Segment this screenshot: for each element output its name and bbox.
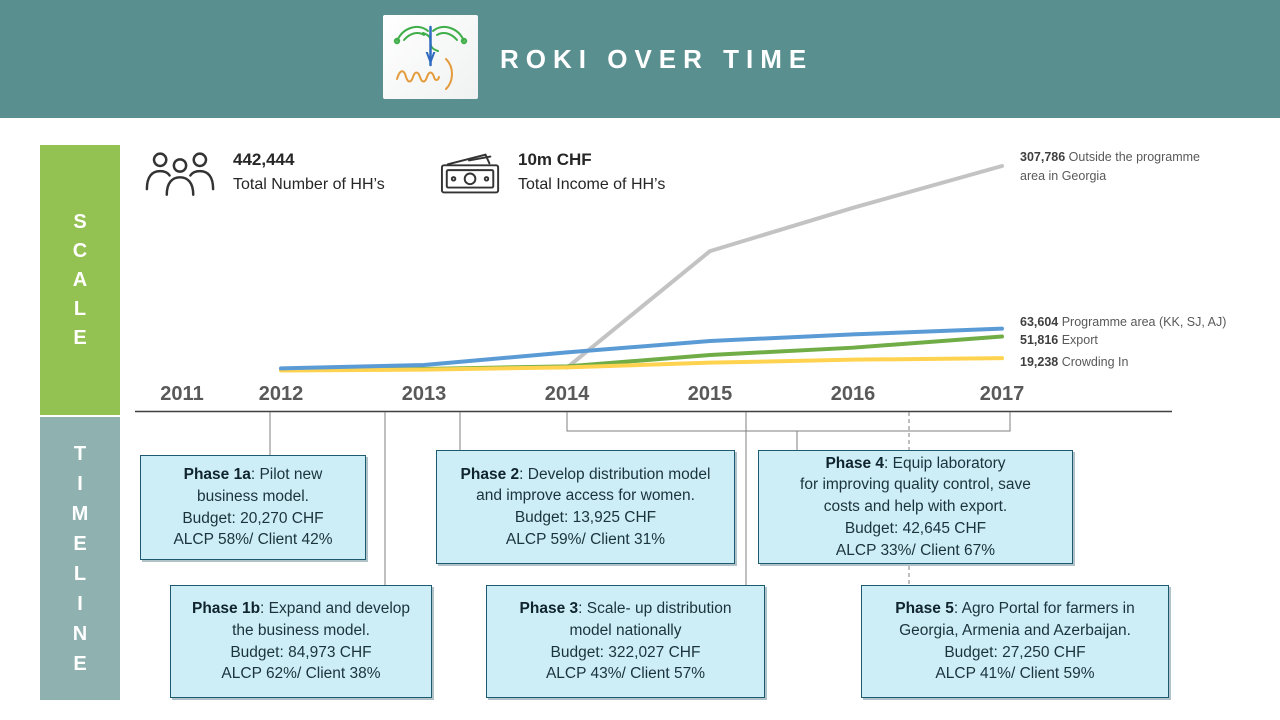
- header-bar: V ROKI OVER TIME: [0, 0, 1280, 118]
- label-outside-programme: 307,786 Outside the programme area in Ge…: [1020, 148, 1230, 186]
- phase-1b-box: Phase 1b: Expand and develop the busines…: [170, 585, 432, 698]
- phase-2-label: Phase 2: [460, 465, 520, 483]
- chart-line-crowding-in: [279, 356, 1004, 373]
- year-tick-2011: 2011: [160, 383, 204, 405]
- stat-households: 442,444 Total Number of HH’s: [233, 150, 385, 194]
- phase-3-text: Phase 3: Scale- up distribution model na…: [514, 596, 738, 687]
- clinic-logo: V: [383, 15, 478, 99]
- phase-2-text: Phase 2: Develop distribution model and …: [455, 462, 717, 553]
- phase-4-box: Phase 4: Equip laboratory for improving …: [758, 450, 1073, 564]
- stat-income-value: 10m CHF: [518, 150, 592, 169]
- phase-1b-text: Phase 1b: Expand and develop the busines…: [186, 596, 416, 687]
- phase-3-desc: : Scale- up distribution model nationall…: [545, 600, 732, 683]
- phase-2-desc: : Develop distribution model and improve…: [476, 465, 711, 548]
- year-tick-2014: 2014: [544, 383, 590, 405]
- caduceus-icon: V: [393, 25, 468, 90]
- connector-phase-4-bracket: [566, 412, 1011, 450]
- phase-4-desc: : Equip laboratory for improving quality…: [800, 454, 1031, 559]
- year-tick-2016: 2016: [830, 383, 876, 405]
- timeline-band: T I M E L I N E: [40, 417, 120, 700]
- phase-5-desc: : Agro Portal for farmers in Georgia, Ar…: [899, 600, 1135, 683]
- label-crowding-in-value: 19,238: [1020, 355, 1059, 369]
- stat-households-value: 442,444: [233, 150, 295, 169]
- scale-band: S C A L E: [40, 145, 120, 415]
- svg-text:V: V: [425, 49, 435, 66]
- phase-1a-box: Phase 1a: Pilot new business model. Budg…: [140, 455, 366, 560]
- label-crowding-in-text: Crowding In: [1061, 355, 1129, 369]
- label-crowding-in: 19,238 Crowding In: [1020, 353, 1230, 372]
- phase-4-label: Phase 4: [825, 454, 885, 472]
- label-export-text: Export: [1061, 333, 1098, 347]
- label-programme-area-value: 63,604: [1020, 315, 1059, 329]
- people-icon: [145, 151, 215, 202]
- label-export: 51,816 Export: [1020, 331, 1230, 350]
- phase-4-text: Phase 4: Equip laboratory for improving …: [794, 451, 1037, 563]
- phase-5-box: Phase 5: Agro Portal for farmers in Geor…: [861, 585, 1169, 698]
- year-tick-2017: 2017: [979, 383, 1025, 405]
- stat-households-label: Total Number of HH’s: [233, 176, 385, 193]
- chart-line-programme-area: [279, 326, 1004, 371]
- chart-series-layer: [279, 164, 1004, 373]
- label-outside-programme-value: 307,786: [1020, 150, 1066, 164]
- label-programme-area: 63,604 Programme area (KK, SJ, AJ): [1020, 313, 1230, 332]
- stat-income: 10m CHF Total Income of HH’s: [518, 150, 665, 194]
- year-tick-2012: 2012: [258, 383, 304, 405]
- slide-title: ROKI OVER TIME: [500, 43, 814, 74]
- phase-1b-label: Phase 1b: [191, 600, 261, 618]
- label-export-value: 51,816: [1020, 333, 1059, 347]
- banknote-icon: [440, 151, 502, 202]
- phase-3-box: Phase 3: Scale- up distribution model na…: [486, 585, 765, 698]
- year-tick-2015: 2015: [687, 383, 733, 405]
- year-tick-2013: 2013: [401, 383, 447, 405]
- phase-1a-text: Phase 1a: Pilot new business model. Budg…: [167, 462, 338, 553]
- phase-5-label: Phase 5: [895, 600, 954, 618]
- phase-1a-label: Phase 1a: [183, 466, 251, 484]
- chart-line-outside-programme-area: [565, 164, 1004, 370]
- phase-1b-desc: : Expand and develop the business model.…: [221, 600, 410, 683]
- label-outside-programme-text: Outside the programme area in Georgia: [1020, 150, 1200, 183]
- phase-2-box: Phase 2: Develop distribution model and …: [436, 450, 735, 564]
- phase-1a-desc: : Pilot new business model. Budget: 20,2…: [173, 466, 333, 549]
- label-programme-area-text: Programme area (KK, SJ, AJ): [1061, 315, 1227, 329]
- phase-3-label: Phase 3: [519, 600, 579, 618]
- stat-income-label: Total Income of HH’s: [518, 176, 666, 193]
- phase-5-text: Phase 5: Agro Portal for farmers in Geor…: [889, 596, 1141, 687]
